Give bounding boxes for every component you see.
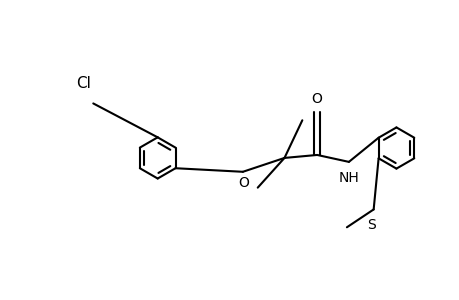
Text: Cl: Cl bbox=[76, 76, 90, 91]
Text: O: O bbox=[311, 92, 322, 106]
Text: S: S bbox=[366, 218, 375, 233]
Text: NH: NH bbox=[338, 171, 359, 185]
Text: O: O bbox=[238, 176, 249, 190]
